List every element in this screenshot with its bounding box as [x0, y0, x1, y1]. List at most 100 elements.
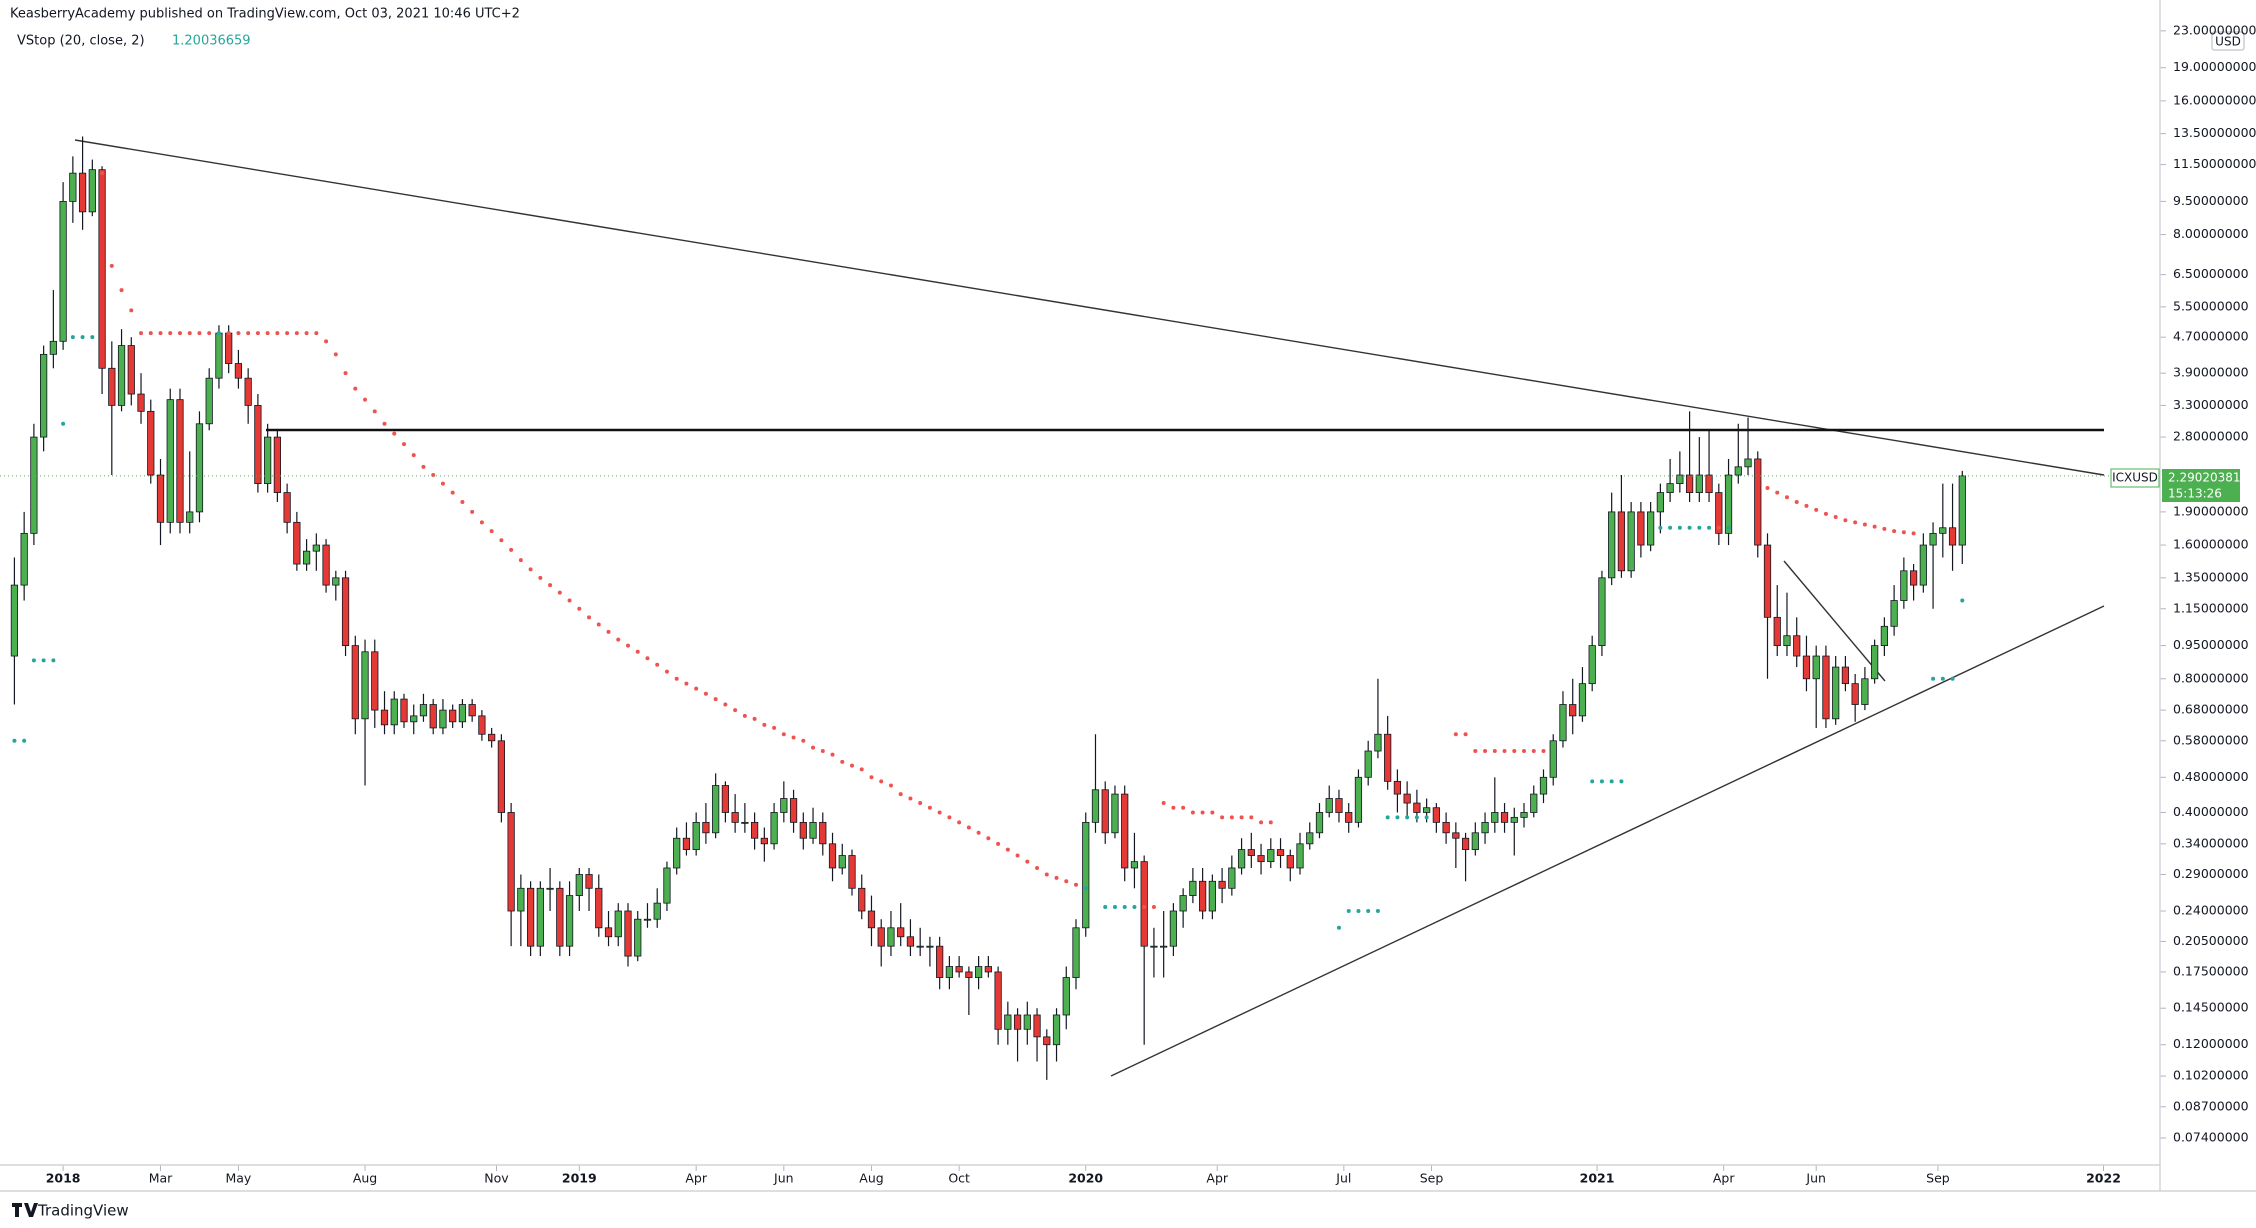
candle-body	[770, 812, 778, 845]
vstop-dot	[1901, 530, 1906, 535]
y-tick-label: 0.95000000	[2173, 637, 2249, 652]
vstop-dot	[460, 500, 465, 505]
candle-body	[108, 367, 116, 406]
y-tick-label: 0.08700000	[2173, 1098, 2249, 1113]
candle-body	[1705, 474, 1713, 493]
candle-body	[1160, 945, 1168, 948]
candle-body	[1773, 616, 1781, 647]
candle-body	[682, 837, 691, 850]
vstop-dot	[1395, 815, 1400, 820]
y-tick-label: 0.20500000	[2173, 933, 2249, 948]
vstop-dot	[1229, 815, 1234, 820]
candle-body	[1900, 570, 1908, 601]
vstop-dot	[791, 735, 796, 740]
candle-body	[916, 945, 924, 948]
candle-body	[1393, 780, 1402, 795]
candle-body	[1569, 704, 1577, 717]
vstop-dot	[12, 738, 17, 743]
vstop-dot	[1015, 853, 1020, 858]
candle-body	[1335, 798, 1343, 813]
x-tick-label: Mar	[149, 1171, 173, 1186]
series-layer	[0, 136, 2111, 1080]
vstop-dot	[1181, 805, 1186, 810]
vstop-dot	[548, 583, 553, 588]
vstop-dot	[489, 529, 494, 534]
vstop-dot	[1668, 525, 1673, 530]
candle-body	[410, 715, 418, 723]
candle-body	[1130, 861, 1139, 869]
y-tick-label: 0.12000000	[2173, 1036, 2249, 1051]
vstop-dot	[343, 371, 348, 376]
vstop-dot	[645, 656, 650, 661]
vstop-dot	[1151, 905, 1156, 910]
x-tick-label: Nov	[484, 1171, 509, 1186]
candle-body	[945, 966, 954, 978]
y-tick-label: 19.00000000	[2173, 59, 2256, 74]
vstop-dot	[616, 637, 621, 642]
publisher-line: KeasberryAcademy published on TradingVie…	[10, 7, 520, 22]
vstop-dot	[1424, 815, 1429, 820]
candle-body	[186, 511, 194, 523]
candle-body	[712, 785, 720, 834]
candle-body	[936, 945, 944, 978]
vstop-dot	[216, 331, 221, 336]
candle-body	[1715, 492, 1723, 534]
vstop-dot	[596, 622, 601, 627]
vstop-dot	[324, 339, 329, 344]
x-tick-label: Jul	[1335, 1171, 1351, 1186]
candle-body	[400, 698, 408, 723]
vstop-dot	[947, 815, 952, 820]
candle-body	[1345, 812, 1353, 823]
vstop-dot	[1872, 524, 1877, 529]
candle-body	[1822, 655, 1830, 720]
candle-body	[955, 966, 963, 973]
candle-body	[887, 927, 895, 947]
candle-body	[1763, 544, 1772, 618]
x-tick-label: 2020	[1068, 1171, 1103, 1186]
vstop-dot	[1950, 676, 1955, 681]
candle-body	[341, 577, 350, 647]
candle-body	[205, 377, 213, 425]
candle-body	[117, 345, 126, 406]
candle-body	[1724, 474, 1733, 534]
vstop-dot	[1239, 815, 1244, 820]
candle-body	[361, 651, 369, 720]
y-tick-label: 0.68000000	[2173, 702, 2249, 717]
vstop-dot	[1609, 779, 1614, 784]
y-tick-label: 0.14500000	[2173, 1000, 2249, 1015]
vstop-dot	[528, 567, 533, 572]
vstop-dot	[139, 331, 144, 336]
candle-body	[965, 971, 973, 978]
candle-body	[1267, 849, 1275, 863]
vstop-dot	[976, 830, 981, 835]
candle-body	[1783, 635, 1791, 647]
candle-body	[449, 709, 457, 723]
candle-body	[176, 399, 184, 523]
vstop-dot	[996, 841, 1001, 846]
vstop-dot	[1171, 805, 1176, 810]
vstop-dot	[275, 331, 280, 336]
candle-body	[1091, 789, 1100, 823]
candle-body	[984, 966, 992, 973]
candle-body	[1218, 880, 1226, 889]
vstop-dot	[567, 598, 572, 603]
candle-body	[332, 577, 340, 586]
candle-body	[127, 345, 135, 395]
vstop-dot	[1346, 909, 1351, 914]
vstop-dot	[1765, 486, 1770, 491]
candle-body	[663, 867, 671, 904]
candle-body	[546, 887, 554, 890]
candle-body	[565, 895, 574, 947]
candle-body	[1559, 704, 1567, 742]
candle-body	[1491, 812, 1499, 823]
vstop-dot	[1804, 503, 1809, 508]
candle-body	[234, 363, 243, 379]
vstop-dot	[879, 779, 884, 784]
vstop-dot	[801, 738, 806, 743]
y-tick-label: 4.70000000	[2173, 329, 2249, 344]
vstop-dot	[888, 783, 893, 788]
x-tick-label: 2019	[562, 1171, 597, 1186]
vstop-dot	[957, 820, 962, 825]
vstop-dot	[1268, 820, 1273, 825]
vstop-dot	[820, 749, 825, 754]
